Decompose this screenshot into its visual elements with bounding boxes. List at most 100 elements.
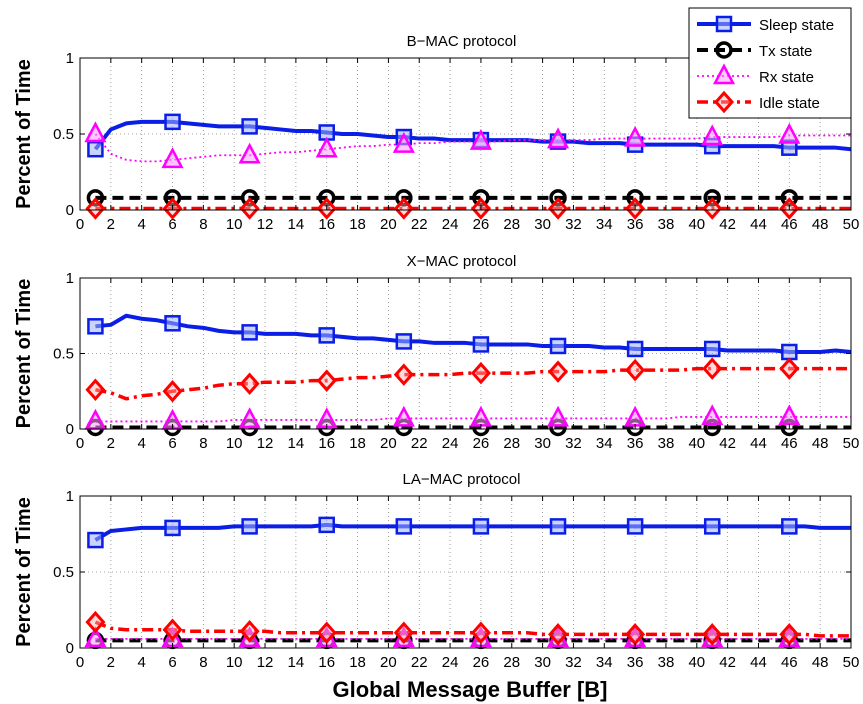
- data-point-idle-state: [470, 361, 491, 385]
- x-tick-label: 4: [138, 216, 146, 233]
- x-tick-label: 44: [750, 216, 767, 233]
- x-tick-label: 38: [658, 654, 675, 671]
- legend: Sleep state Tx state Rx state Idle state: [688, 7, 852, 119]
- x-tick-label: 26: [473, 216, 490, 233]
- data-point-rx-state: [701, 404, 724, 426]
- x-tick-label: 32: [565, 654, 582, 671]
- x-tick-label: 6: [168, 654, 176, 671]
- x-tick-label: 30: [534, 654, 551, 671]
- x-tick-label: 32: [565, 435, 582, 452]
- legend-marker: [713, 90, 735, 114]
- x-tick-label: 44: [750, 654, 767, 671]
- y-tick-label: 0: [66, 202, 74, 219]
- legend-marker: [715, 41, 733, 59]
- y-axis-label: Percent of Time: [13, 279, 35, 429]
- data-point-idle-state: [393, 363, 414, 386]
- subplot-title: X−MAC protocol: [407, 253, 517, 270]
- x-tick-label: 14: [288, 435, 305, 452]
- subplot-title: B−MAC protocol: [407, 33, 517, 50]
- x-tick-label: 22: [411, 435, 428, 452]
- data-point-sleep-state: [472, 336, 490, 353]
- x-tick-label: 48: [812, 216, 829, 233]
- x-tick-label: 8: [199, 654, 207, 671]
- legend-item: Rx state: [697, 63, 814, 86]
- x-tick-label: 28: [503, 654, 520, 671]
- x-tick-label: 24: [442, 216, 459, 233]
- x-tick-label: 12: [257, 654, 274, 671]
- data-point-tx-state: [395, 189, 413, 207]
- data-point-rx-state: [469, 128, 492, 150]
- legend-label: Idle state: [759, 95, 820, 112]
- x-tick-label: 42: [719, 216, 736, 233]
- data-point-idle-state: [548, 623, 569, 646]
- data-point-idle-state: [393, 621, 414, 645]
- x-tick-label: 34: [596, 654, 613, 671]
- data-point-sleep-state: [626, 518, 644, 535]
- data-point-rx-state: [546, 127, 570, 149]
- x-tick-label: 18: [349, 654, 366, 671]
- legend-marker: [715, 15, 733, 33]
- x-tick-label: 50: [843, 435, 860, 452]
- y-tick-label: 1: [66, 270, 74, 287]
- x-tick-label: 0: [76, 435, 84, 452]
- data-point-idle-state: [470, 621, 491, 645]
- data-point-idle-state: [239, 372, 260, 395]
- x-tick-label: 36: [627, 216, 644, 233]
- x-tick-label: 16: [318, 216, 335, 233]
- x-tick-label: 12: [257, 435, 274, 452]
- data-point-tx-state: [549, 189, 567, 207]
- x-tick-label: 22: [411, 216, 428, 233]
- data-point-rx-state: [392, 131, 415, 153]
- x-axis-label: Global Message Buffer [B]: [332, 677, 607, 702]
- data-point-idle-state: [85, 197, 106, 220]
- x-tick-label: 10: [226, 435, 243, 452]
- y-tick-label: 0: [66, 640, 74, 657]
- x-tick-label: 46: [781, 216, 798, 233]
- x-tick-label: 38: [658, 435, 675, 452]
- x-tick-label: 34: [596, 435, 613, 452]
- data-point-idle-state: [548, 360, 569, 383]
- x-tick-label: 46: [781, 435, 798, 452]
- data-point-rx-state: [701, 124, 724, 146]
- data-point-tx-state: [626, 189, 644, 207]
- data-point-sleep-state: [87, 140, 104, 158]
- y-tick-label: 1: [66, 488, 74, 505]
- data-point-sleep-state: [318, 516, 335, 534]
- data-point-rx-state: [84, 626, 107, 648]
- x-tick-label: 20: [380, 216, 397, 233]
- x-tick-label: 48: [812, 435, 829, 452]
- data-point-idle-state: [316, 369, 337, 392]
- data-point-sleep-state: [472, 518, 490, 535]
- y-tick-label: 0.5: [53, 126, 74, 143]
- data-point-rx-state: [161, 147, 184, 169]
- data-point-idle-state: [393, 197, 414, 220]
- data-point-rx-state: [238, 142, 261, 164]
- x-tick-label: 14: [288, 654, 305, 671]
- data-point-idle-state: [702, 623, 723, 646]
- data-point-tx-state: [240, 189, 259, 207]
- x-tick-label: 42: [719, 654, 736, 671]
- data-point-idle-state: [625, 358, 646, 382]
- data-point-sleep-state: [164, 519, 181, 537]
- y-tick-label: 0.5: [53, 346, 74, 363]
- y-axis-label: Percent of Time: [13, 497, 35, 647]
- panels: 0 2 4 6 8 10 12 14 16 18 20 22 24 26 28 30 32 34 36 38 40 42 4…: [13, 33, 859, 671]
- data-point-rx-state: [778, 122, 801, 144]
- series-line-idle-state: [95, 366, 851, 401]
- x-tick-label: 18: [349, 216, 366, 233]
- x-tick-label: 24: [442, 654, 459, 671]
- data-point-idle-state: [702, 357, 723, 380]
- data-point-sleep-state: [241, 324, 258, 341]
- x-tick-label: 2: [107, 216, 115, 233]
- series-line-rx-state: [94, 133, 851, 163]
- x-tick-label: 16: [318, 435, 335, 452]
- y-tick-label: 0.5: [53, 564, 74, 581]
- data-point-sleep-state: [87, 531, 104, 549]
- data-point-sleep-state: [241, 118, 258, 135]
- data-point-idle-state: [548, 197, 569, 220]
- data-point-idle-state: [162, 618, 183, 642]
- data-point-sleep-state: [781, 518, 798, 535]
- data-point-sleep-state: [395, 333, 413, 350]
- series-line-rx-state: [95, 416, 851, 423]
- data-point-rx-state: [624, 125, 647, 147]
